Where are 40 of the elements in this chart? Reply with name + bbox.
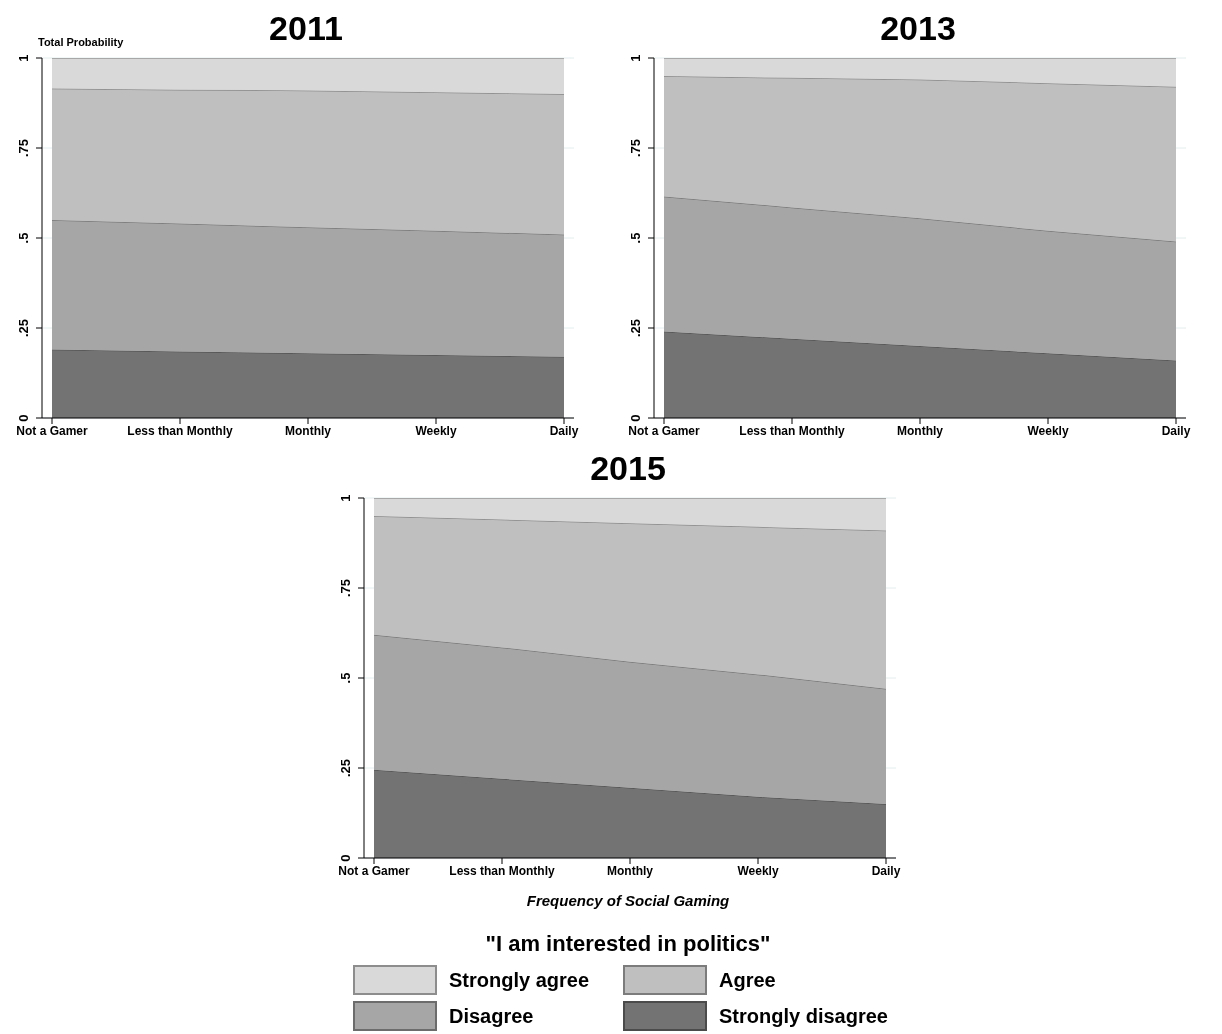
legend-title: "I am interested in politics" — [484, 931, 772, 957]
y-tick-label: 1 — [16, 54, 31, 62]
legend-label: Strongly agree — [449, 968, 590, 992]
y-tick-label: 0 — [338, 854, 353, 862]
y-tick-label: .5 — [338, 672, 353, 684]
y-tick-label: 1 — [628, 54, 643, 62]
y-tick-label: 0 — [628, 414, 643, 422]
y-tick-label: 1 — [338, 494, 353, 502]
x-tick-label: Monthly — [285, 423, 332, 438]
x-tick-label: Monthly — [607, 863, 654, 878]
y-tick-label: .75 — [16, 138, 31, 158]
y-tick-label: .75 — [338, 578, 353, 598]
x-tick-label: Daily — [1161, 423, 1191, 438]
x-tick-label: Not a Gamer — [16, 423, 89, 438]
x-tick-label: Daily — [549, 423, 579, 438]
y-tick-label: .75 — [628, 138, 643, 158]
x-tick-label: Not a Gamer — [628, 423, 701, 438]
x-tick-label: Weekly — [737, 863, 779, 878]
y-tick-label: .5 — [16, 232, 31, 244]
chart-title: 2013 — [879, 8, 957, 48]
x-tick-label: Monthly — [897, 423, 944, 438]
x-tick-label: Weekly — [415, 423, 457, 438]
x-tick-label: Not a Gamer — [338, 863, 411, 878]
y-tick-label: .25 — [16, 318, 31, 338]
y-tick-label: .5 — [628, 232, 643, 244]
x-tick-label: Less than Monthly — [449, 863, 555, 878]
x-tick-label: Less than Monthly — [127, 423, 233, 438]
x-tick-label: Weekly — [1027, 423, 1069, 438]
x-tick-label: Daily — [871, 863, 901, 878]
chart-title: 2011 — [269, 9, 343, 47]
y-tick-label: .25 — [338, 758, 353, 778]
legend-label: Disagree — [449, 1004, 534, 1028]
y-tick-label: 0 — [16, 414, 31, 422]
legend-label: Strongly disagree — [719, 1004, 888, 1028]
y-axis-title: Total Probability — [38, 36, 124, 48]
y-tick-label: .25 — [628, 318, 643, 338]
x-tick-label: Less than Monthly — [739, 423, 845, 438]
chart-title: 2015 — [589, 448, 667, 488]
x-axis-title: Frequency of Social Gaming — [525, 892, 731, 909]
legend-label: Agree — [719, 968, 776, 992]
